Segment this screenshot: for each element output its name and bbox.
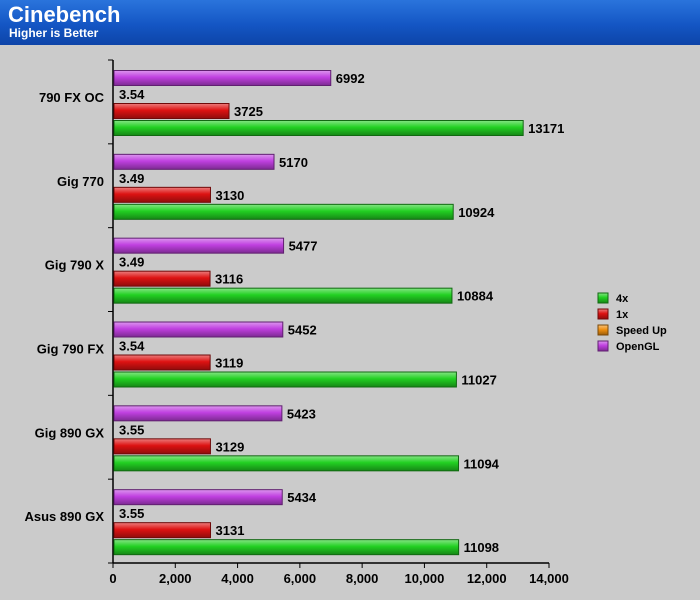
- chart-subtitle: Higher is Better: [9, 26, 99, 40]
- legend-label-1x: 1x: [616, 309, 629, 321]
- data-label-1x: 3725: [234, 104, 263, 119]
- data-label-1x: 3116: [215, 272, 243, 287]
- data-label-speed-up: 3.49: [119, 171, 144, 186]
- x-tick-label: 0: [109, 571, 116, 586]
- data-label-opengl: 5452: [288, 323, 317, 338]
- data-label-speed-up: 3.55: [119, 506, 144, 521]
- legend-swatch-1x: [597, 308, 609, 320]
- data-label-4x: 10884: [457, 289, 494, 304]
- bar-1x: [113, 438, 211, 455]
- bar-opengl: [113, 153, 275, 170]
- category-label: 790 FX OC: [39, 90, 105, 105]
- data-label-speed-up: 3.54: [119, 339, 145, 354]
- category-label: Asus 890 GX: [25, 509, 105, 524]
- data-label-speed-up: 3.54: [119, 87, 145, 102]
- x-tick-label: 2,000: [159, 571, 192, 586]
- bar-opengl: [113, 489, 283, 506]
- data-label-1x: 3119: [215, 356, 243, 371]
- data-label-1x: 3129: [215, 439, 244, 454]
- bar-1x: [113, 522, 212, 539]
- bar-opengl: [113, 70, 332, 86]
- data-label-speed-up: 3.49: [119, 255, 144, 270]
- bar-4x: [113, 539, 460, 556]
- legend-swatch-speed-up: [597, 324, 609, 336]
- x-tick-label: 12,000: [467, 571, 507, 586]
- bar-opengl: [113, 321, 284, 338]
- bar-1x: [113, 270, 211, 287]
- x-tick-label: 10,000: [405, 571, 445, 586]
- bar-opengl: [113, 405, 283, 422]
- data-label-speed-up: 3.55: [119, 422, 144, 437]
- x-tick-label: 8,000: [346, 571, 379, 586]
- bar-4x: [113, 287, 453, 304]
- data-label-1x: 3130: [215, 188, 244, 203]
- category-label: Gig 770: [57, 174, 104, 189]
- data-label-opengl: 5170: [279, 155, 308, 170]
- bar-opengl: [113, 237, 285, 254]
- category-label: Gig 890 GX: [35, 425, 105, 440]
- data-label-4x: 13171: [528, 121, 564, 136]
- data-label-opengl: 5423: [287, 406, 316, 421]
- chart-header: Cinebench Higher is Better: [0, 0, 700, 45]
- x-tick-label: 14,000: [529, 571, 569, 586]
- chart-title: Cinebench: [8, 2, 121, 27]
- bar-4x: [113, 455, 459, 472]
- bar-1x: [113, 354, 211, 371]
- bar-1x: [113, 103, 230, 119]
- bar-4x: [113, 120, 524, 136]
- category-label: Gig 790 X: [45, 258, 105, 273]
- legend-label-opengl: OpenGL: [616, 341, 660, 353]
- legend-swatch-4x: [597, 292, 609, 304]
- data-label-opengl: 5477: [289, 239, 318, 254]
- data-label-opengl: 5434: [287, 490, 317, 505]
- bar-4x: [113, 203, 454, 220]
- data-label-opengl: 6992: [336, 71, 365, 86]
- x-tick-label: 4,000: [221, 571, 254, 586]
- x-tick-label: 6,000: [284, 571, 317, 586]
- data-label-1x: 3131: [216, 523, 245, 538]
- legend-label-speed-up: Speed Up: [616, 325, 667, 337]
- bar-1x: [113, 186, 211, 203]
- legend-swatch-opengl: [597, 340, 609, 352]
- category-label: Gig 790 FX: [37, 342, 105, 357]
- bar-4x: [113, 371, 457, 388]
- data-label-4x: 11027: [461, 373, 496, 388]
- data-label-4x: 11098: [464, 540, 499, 555]
- data-label-4x: 11094: [463, 456, 499, 471]
- legend-label-4x: 4x: [616, 293, 629, 305]
- data-label-4x: 10924: [458, 205, 495, 220]
